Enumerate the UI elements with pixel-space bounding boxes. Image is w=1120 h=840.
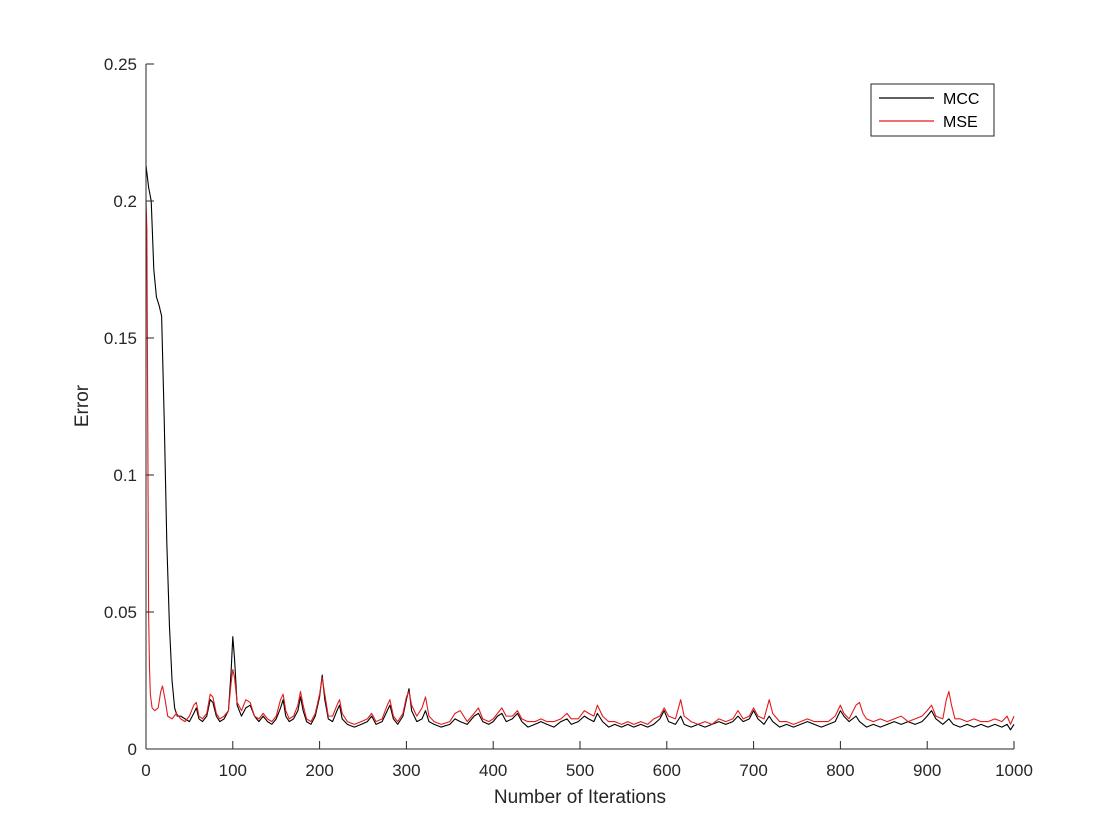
x-tick-label: 600 — [653, 761, 681, 780]
x-tick-label: 400 — [479, 761, 507, 780]
y-tick-label: 0.15 — [104, 329, 137, 348]
x-tick-label: 900 — [913, 761, 941, 780]
x-tick-label: 1000 — [995, 761, 1033, 780]
x-ticks: 0 100 200 300 400 500 600 700 800 900 1000 — [141, 741, 1033, 780]
legend: MCC MSE — [870, 83, 995, 137]
y-tick-label: 0.25 — [104, 55, 137, 74]
x-tick-label: 0 — [141, 761, 150, 780]
series-layer — [145, 165, 1015, 731]
x-tick-label: 100 — [219, 761, 247, 780]
y-axis-label: Error — [72, 384, 93, 427]
x-tick-label: 300 — [392, 761, 420, 780]
legend-label-mse: MSE — [943, 114, 978, 131]
legend-box — [870, 83, 995, 137]
series-line-mcc — [145, 165, 1015, 731]
x-tick-label: 200 — [305, 761, 333, 780]
y-tick-label: 0.1 — [113, 466, 137, 485]
legend-label-mcc: MCC — [943, 91, 979, 108]
y-tick-label: 0.2 — [113, 192, 137, 211]
y-tick-label: 0 — [128, 740, 137, 759]
y-tick-label: 0.05 — [104, 603, 137, 622]
x-tick-label: 700 — [739, 761, 767, 780]
x-tick-label: 500 — [566, 761, 594, 780]
x-tick-label: 800 — [826, 761, 854, 780]
x-axis-label: Number of Iterations — [494, 787, 666, 808]
series-line-mse — [145, 200, 1015, 725]
y-ticks: 0 0.05 0.1 0.15 0.2 0.25 — [104, 55, 154, 759]
